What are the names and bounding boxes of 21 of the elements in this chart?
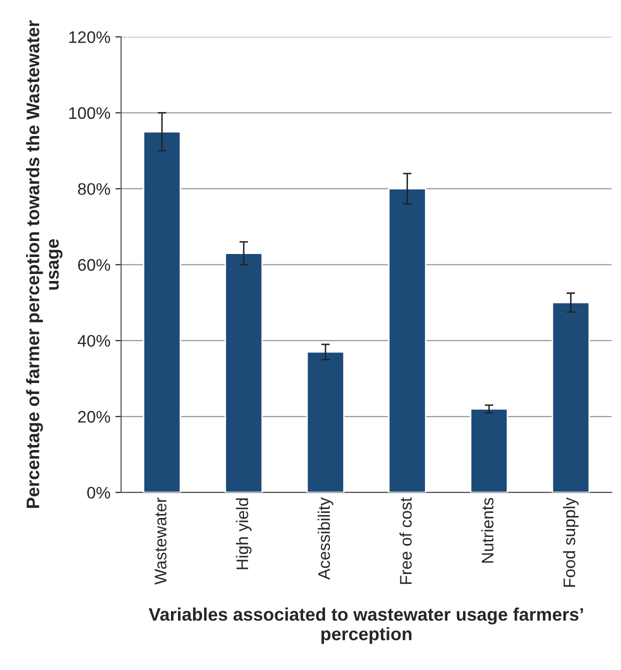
y-tick-label: 0% bbox=[87, 486, 110, 499]
x-tick-label: Acessibility bbox=[318, 497, 334, 580]
bar bbox=[388, 188, 426, 492]
bar bbox=[224, 252, 263, 492]
bar bbox=[470, 408, 508, 492]
x-tick-label: Nutrients bbox=[481, 498, 494, 563]
x-axis-title: Variables associated to wastewater usage farmers’ perception bbox=[148, 608, 583, 644]
y-tick-label: 60% bbox=[78, 259, 110, 271]
x-tick-label: High yield bbox=[236, 498, 252, 570]
y-axis-title: Percentage of farmer perception towards the Wastewater usage bbox=[26, 20, 62, 508]
bar bbox=[306, 351, 345, 492]
y-tick-label: 120% bbox=[69, 31, 110, 44]
y-tick-label: 80% bbox=[78, 183, 110, 195]
y-tick-label: 20% bbox=[78, 410, 110, 423]
x-tick-label: Wastewater bbox=[154, 498, 166, 585]
bar bbox=[142, 131, 182, 492]
x-tick-label: Food supply bbox=[563, 497, 579, 587]
bar bbox=[552, 302, 590, 492]
y-tick-label: 40% bbox=[78, 334, 110, 347]
y-tick-label: 100% bbox=[69, 107, 110, 119]
x-tick-label: Free of cost bbox=[400, 497, 412, 584]
